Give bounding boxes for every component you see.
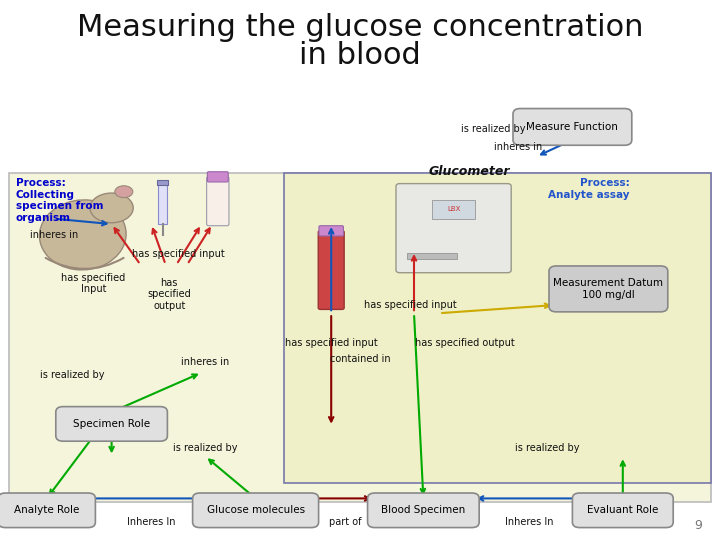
Text: Specimen Role: Specimen Role [73, 419, 150, 429]
FancyBboxPatch shape [284, 173, 711, 483]
Text: Measure Function: Measure Function [526, 122, 618, 132]
FancyBboxPatch shape [432, 200, 475, 219]
Text: Blood Specimen: Blood Specimen [381, 505, 466, 515]
Text: has specified output: has specified output [415, 338, 514, 348]
FancyBboxPatch shape [396, 184, 511, 273]
FancyBboxPatch shape [157, 180, 168, 185]
Ellipse shape [90, 193, 133, 222]
Text: is realized by: is realized by [40, 370, 104, 380]
Text: has specified
Input: has specified Input [61, 273, 126, 294]
Text: inheres in: inheres in [181, 357, 230, 367]
Text: Glucose molecules: Glucose molecules [207, 505, 305, 515]
FancyBboxPatch shape [192, 493, 318, 528]
Text: has specified input: has specified input [364, 300, 456, 310]
FancyBboxPatch shape [9, 173, 711, 502]
FancyBboxPatch shape [207, 177, 229, 226]
FancyBboxPatch shape [56, 407, 167, 441]
FancyBboxPatch shape [513, 109, 632, 145]
Text: has
specified
output: has specified output [148, 278, 191, 311]
FancyBboxPatch shape [572, 493, 673, 528]
Text: is realized by: is realized by [173, 443, 238, 453]
FancyBboxPatch shape [158, 184, 167, 224]
Text: in blood: in blood [299, 40, 421, 70]
Text: LBX: LBX [447, 206, 460, 212]
Text: Measuring the glucose concentration: Measuring the glucose concentration [77, 14, 643, 43]
FancyBboxPatch shape [367, 493, 480, 528]
FancyBboxPatch shape [549, 266, 668, 312]
Text: Process:
Analyte assay: Process: Analyte assay [549, 178, 630, 200]
Text: part of: part of [329, 517, 362, 527]
Ellipse shape [40, 200, 126, 270]
Text: Measurement Datum
100 mg/dl: Measurement Datum 100 mg/dl [554, 278, 663, 300]
Text: has specified input: has specified input [285, 338, 377, 348]
Text: Evaluant Role: Evaluant Role [587, 505, 659, 515]
Text: inheres in: inheres in [30, 230, 78, 240]
Text: is realized by: is realized by [515, 443, 580, 453]
Text: is realized by: is realized by [461, 124, 526, 133]
Text: Analyte Role: Analyte Role [14, 505, 79, 515]
Text: Inheres In: Inheres In [127, 517, 176, 527]
Text: Glucometer: Glucometer [428, 165, 510, 178]
Text: Inheres In: Inheres In [505, 517, 554, 527]
FancyBboxPatch shape [407, 253, 457, 259]
Text: has specified input: has specified input [132, 249, 225, 259]
Text: inheres in: inheres in [494, 142, 543, 152]
Text: Process:
Collecting
specimen from
organism: Process: Collecting specimen from organi… [16, 178, 104, 223]
Text: contained in: contained in [330, 354, 390, 364]
FancyBboxPatch shape [318, 231, 344, 309]
FancyBboxPatch shape [319, 226, 343, 236]
FancyBboxPatch shape [207, 172, 228, 182]
Text: 9: 9 [694, 519, 702, 532]
Ellipse shape [115, 186, 132, 198]
FancyBboxPatch shape [0, 493, 95, 528]
